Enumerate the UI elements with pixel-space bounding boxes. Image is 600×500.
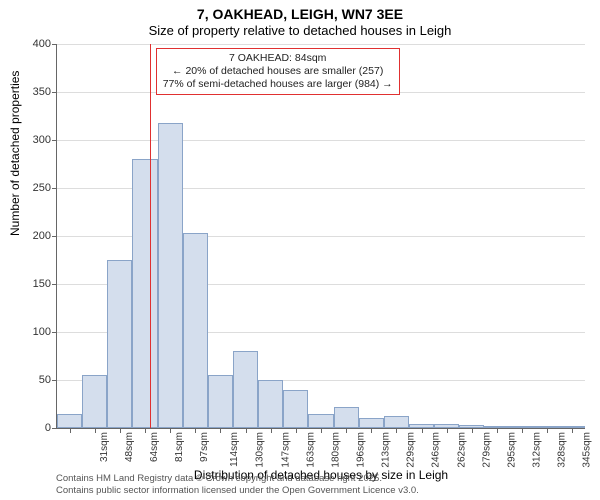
histogram-bar: [107, 260, 132, 428]
gridline-h: [57, 140, 585, 141]
x-tick-label: 295sqm: [506, 432, 517, 468]
x-tick-mark: [246, 428, 247, 433]
histogram-bar: [283, 390, 308, 428]
plot-area: Distribution of detached houses by size …: [56, 44, 585, 429]
x-tick-label: 48sqm: [124, 432, 135, 462]
y-tick-label: 350: [21, 86, 51, 98]
x-tick-mark: [170, 428, 171, 433]
x-tick-mark: [70, 428, 71, 433]
y-tick-label: 200: [21, 230, 51, 242]
y-tick-label: 150: [21, 278, 51, 290]
gridline-h: [57, 44, 585, 45]
x-tick-mark: [95, 428, 96, 433]
y-tick-label: 300: [21, 134, 51, 146]
x-tick-label: 196sqm: [356, 432, 367, 468]
y-tick-label: 400: [21, 38, 51, 50]
x-tick-mark: [396, 428, 397, 433]
x-tick-label: 229sqm: [406, 432, 417, 468]
x-tick-mark: [472, 428, 473, 433]
footer-line-2: Contains public sector information licen…: [56, 485, 419, 496]
y-tick-label: 100: [21, 326, 51, 338]
y-axis-label: Number of detached properties: [8, 71, 22, 236]
x-tick-mark: [296, 428, 297, 433]
x-tick-mark: [321, 428, 322, 433]
x-tick-label: 213sqm: [381, 432, 392, 468]
x-tick-mark: [195, 428, 196, 433]
x-tick-label: 262sqm: [456, 432, 467, 468]
x-tick-label: 163sqm: [305, 432, 316, 468]
x-tick-mark: [522, 428, 523, 433]
histogram-bar: [308, 414, 333, 428]
histogram-bar: [57, 414, 82, 428]
x-tick-label: 81sqm: [174, 432, 185, 462]
annotation-line-1: 7 OAKHEAD: 84sqm: [163, 52, 393, 65]
x-tick-label: 328sqm: [557, 432, 568, 468]
x-tick-label: 279sqm: [481, 432, 492, 468]
x-tick-mark: [371, 428, 372, 433]
footer-line-1: Contains HM Land Registry data © Crown c…: [56, 473, 419, 484]
histogram-bar: [158, 123, 183, 428]
annotation-line-2: ← 20% of detached houses are smaller (25…: [163, 65, 393, 78]
x-tick-mark: [547, 428, 548, 433]
y-tick-mark: [52, 92, 57, 93]
y-tick-mark: [52, 236, 57, 237]
y-tick-mark: [52, 188, 57, 189]
y-tick-label: 50: [21, 374, 51, 386]
histogram-bar: [334, 407, 359, 428]
footer-attribution: Contains HM Land Registry data © Crown c…: [56, 473, 419, 496]
y-tick-mark: [52, 380, 57, 381]
chart-title: 7, OAKHEAD, LEIGH, WN7 3EE: [0, 0, 600, 23]
y-tick-mark: [52, 332, 57, 333]
x-tick-label: 31sqm: [99, 432, 110, 462]
y-tick-mark: [52, 428, 57, 429]
x-tick-label: 147sqm: [280, 432, 291, 468]
x-tick-mark: [271, 428, 272, 433]
chart-container: 7, OAKHEAD, LEIGH, WN7 3EE Size of prope…: [0, 0, 600, 500]
x-tick-mark: [447, 428, 448, 433]
histogram-bar: [183, 233, 208, 428]
x-tick-mark: [497, 428, 498, 433]
histogram-bar: [384, 416, 409, 428]
y-tick-mark: [52, 284, 57, 285]
annotation-box: 7 OAKHEAD: 84sqm← 20% of detached houses…: [156, 48, 400, 95]
histogram-bar: [233, 351, 258, 428]
x-tick-mark: [346, 428, 347, 433]
x-tick-label: 114sqm: [229, 432, 240, 467]
y-tick-mark: [52, 44, 57, 45]
histogram-bar: [132, 159, 157, 428]
x-tick-label: 130sqm: [255, 432, 266, 468]
x-tick-mark: [572, 428, 573, 433]
histogram-bar: [258, 380, 283, 428]
histogram-bar: [208, 375, 233, 428]
histogram-bar: [82, 375, 107, 428]
reference-line: [150, 44, 151, 428]
x-tick-mark: [145, 428, 146, 433]
x-tick-mark: [120, 428, 121, 433]
x-tick-label: 345sqm: [582, 432, 593, 468]
y-tick-label: 0: [21, 422, 51, 434]
x-tick-label: 180sqm: [330, 432, 341, 468]
annotation-line-3: 77% of semi-detached houses are larger (…: [163, 78, 393, 91]
y-tick-label: 250: [21, 182, 51, 194]
chart-subtitle: Size of property relative to detached ho…: [0, 23, 600, 42]
x-tick-label: 97sqm: [199, 432, 210, 462]
x-tick-mark: [422, 428, 423, 433]
histogram-bar: [359, 418, 384, 428]
x-tick-label: 246sqm: [431, 432, 442, 468]
x-tick-label: 64sqm: [149, 432, 160, 462]
x-tick-mark: [220, 428, 221, 433]
x-tick-label: 312sqm: [532, 432, 543, 468]
y-tick-mark: [52, 140, 57, 141]
